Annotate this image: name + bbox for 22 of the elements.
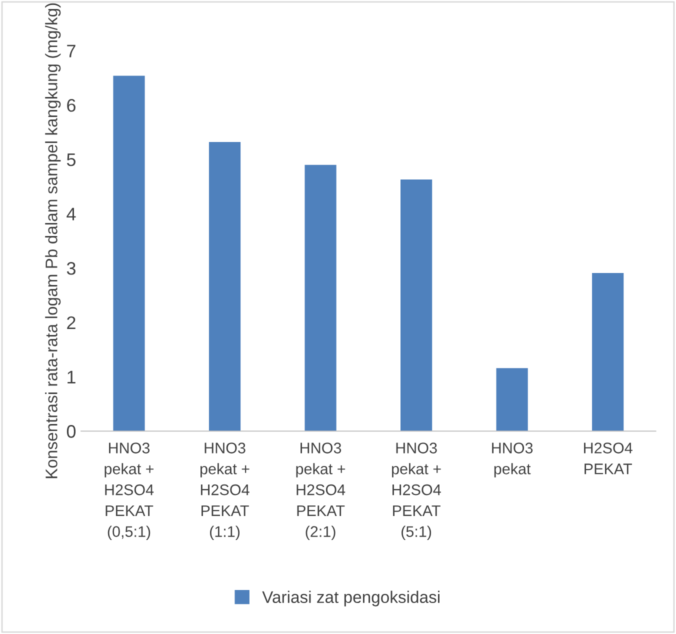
y-tick-label: 2: [67, 316, 76, 329]
bar: [304, 164, 336, 432]
x-tick-label: H2SO4 PEKAT: [584, 442, 632, 474]
x-tick-label: HNO3 pekat: [492, 442, 533, 478]
y-tick-label: 1: [68, 370, 76, 384]
bar: [496, 368, 528, 432]
x-tick-label: HNO3 pekat + H2SO4 PEKAT (1:1): [200, 442, 250, 540]
y-axis-title: Konsentrasi rata-rata logam Pb dalam sampel kangkung (mg/kg): [45, 3, 61, 478]
y-tick-label: 6: [67, 98, 76, 112]
x-tick-label: HNO3 pekat + H2SO4 PEKAT (2:1): [296, 442, 346, 540]
bar: [400, 180, 432, 432]
x-tick-label: HNO3 pekat + H2SO4 PEKAT (0,5:1): [104, 442, 154, 540]
y-tick-label: 7: [67, 44, 76, 58]
y-tick-label: 4: [66, 208, 76, 220]
bar: [208, 142, 241, 432]
x-tick-label: HNO3 pekat + H2SO4 PEKAT (5:1): [392, 442, 441, 540]
bar: [592, 272, 624, 432]
y-tick-label: 3: [66, 262, 76, 275]
legend-label: Variasi zat pengoksidasi: [262, 590, 440, 606]
y-tick-label: 0: [66, 425, 76, 438]
y-tick-label: 5: [66, 154, 76, 166]
bar: [113, 76, 145, 432]
